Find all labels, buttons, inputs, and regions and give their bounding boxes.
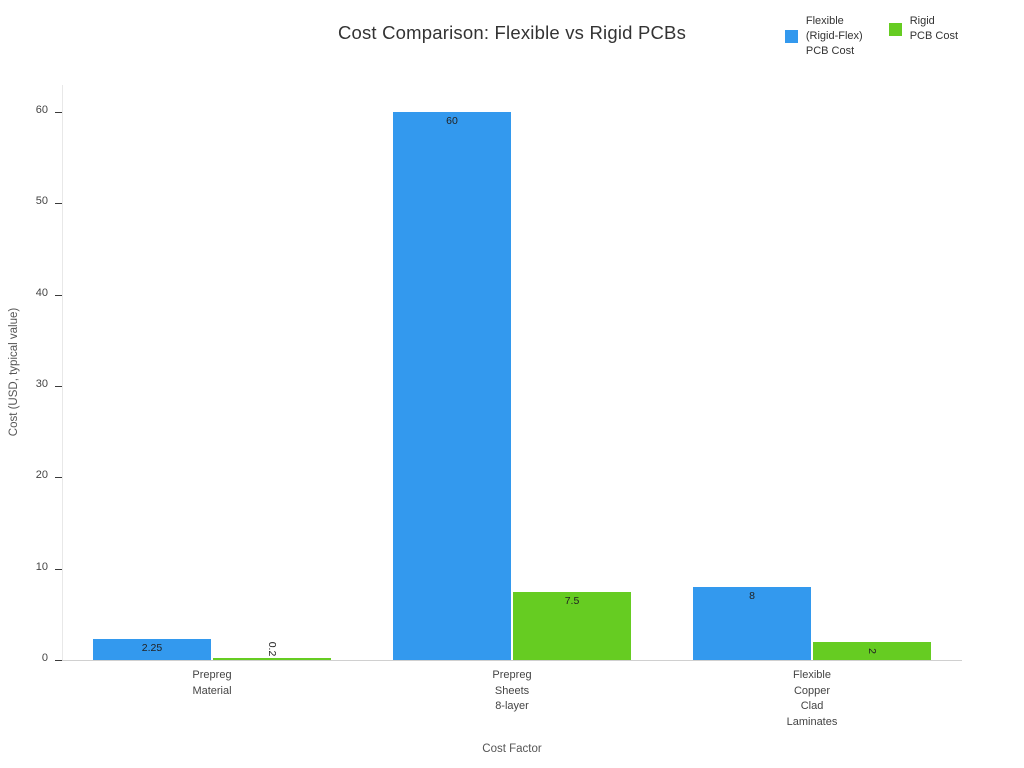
x-tick-label: Prepreg Sheets 8-layer xyxy=(492,669,532,712)
y-tick-label: 0 xyxy=(41,652,48,664)
y-axis-line xyxy=(62,85,63,660)
bar-value-label: 2.25 xyxy=(141,642,163,655)
y-tick-mark xyxy=(55,386,62,387)
x-axis-line xyxy=(62,660,962,661)
x-tick-label: Prepreg Material xyxy=(192,669,232,697)
bar-value-label: 0.2 xyxy=(266,641,278,657)
x-tick-label: Flexible Copper Clad Laminates xyxy=(786,669,838,728)
y-tick-label: 40 xyxy=(35,286,48,299)
legend-swatch-icon xyxy=(888,22,902,36)
legend: Flexible (Rigid-Flex) PCB Cost Rigid PCB Cos… xyxy=(784,14,958,59)
y-tick-mark xyxy=(55,660,62,661)
y-tick-label: 60 xyxy=(35,104,48,116)
y-tick-mark xyxy=(55,112,62,113)
bar-value-label: 8 xyxy=(749,589,755,602)
y-tick-mark xyxy=(55,568,62,570)
legend-label: Flexible (Rigid-Flex) PCB Cost xyxy=(805,15,863,57)
y-tick-mark xyxy=(55,477,62,479)
y-tick-mark xyxy=(55,203,62,205)
y-axis-title: Cost (USD, typical value) xyxy=(8,307,20,437)
legend-label: Rigid PCB Cost xyxy=(909,15,958,42)
bar-value-label: 2 xyxy=(866,647,878,654)
x-axis-title: Cost Factor xyxy=(482,743,542,755)
bar-rigid-2[interactable] xyxy=(513,591,631,660)
y-tick-label: 20 xyxy=(35,469,48,482)
legend-swatch-icon xyxy=(784,30,798,43)
bar-flexible-1[interactable] xyxy=(93,639,211,660)
y-tick-mark xyxy=(55,294,62,296)
bar-value-label: 60 xyxy=(446,115,458,127)
bar-value-label: 7.5 xyxy=(564,594,580,607)
y-tick-label: 50 xyxy=(35,195,48,208)
bar-flexible-2[interactable] xyxy=(393,112,511,660)
chart-title: Cost Comparison: Flexible vs Rigid PCBs xyxy=(337,22,687,43)
legend-item-rigid[interactable]: Rigid PCB Cost xyxy=(888,14,958,44)
y-tick-label: 30 xyxy=(35,378,48,390)
legend-item-flexible[interactable]: Flexible (Rigid-Flex) PCB Cost xyxy=(784,14,863,59)
plot-area: 2.25 0.2 60 7.5 8 2 xyxy=(62,85,962,661)
bar-rigid-1[interactable] xyxy=(213,658,331,660)
bar-rigid-3[interactable] xyxy=(813,641,931,660)
y-tick-label: 10 xyxy=(35,560,48,573)
bar-flexible-3[interactable] xyxy=(693,586,811,660)
